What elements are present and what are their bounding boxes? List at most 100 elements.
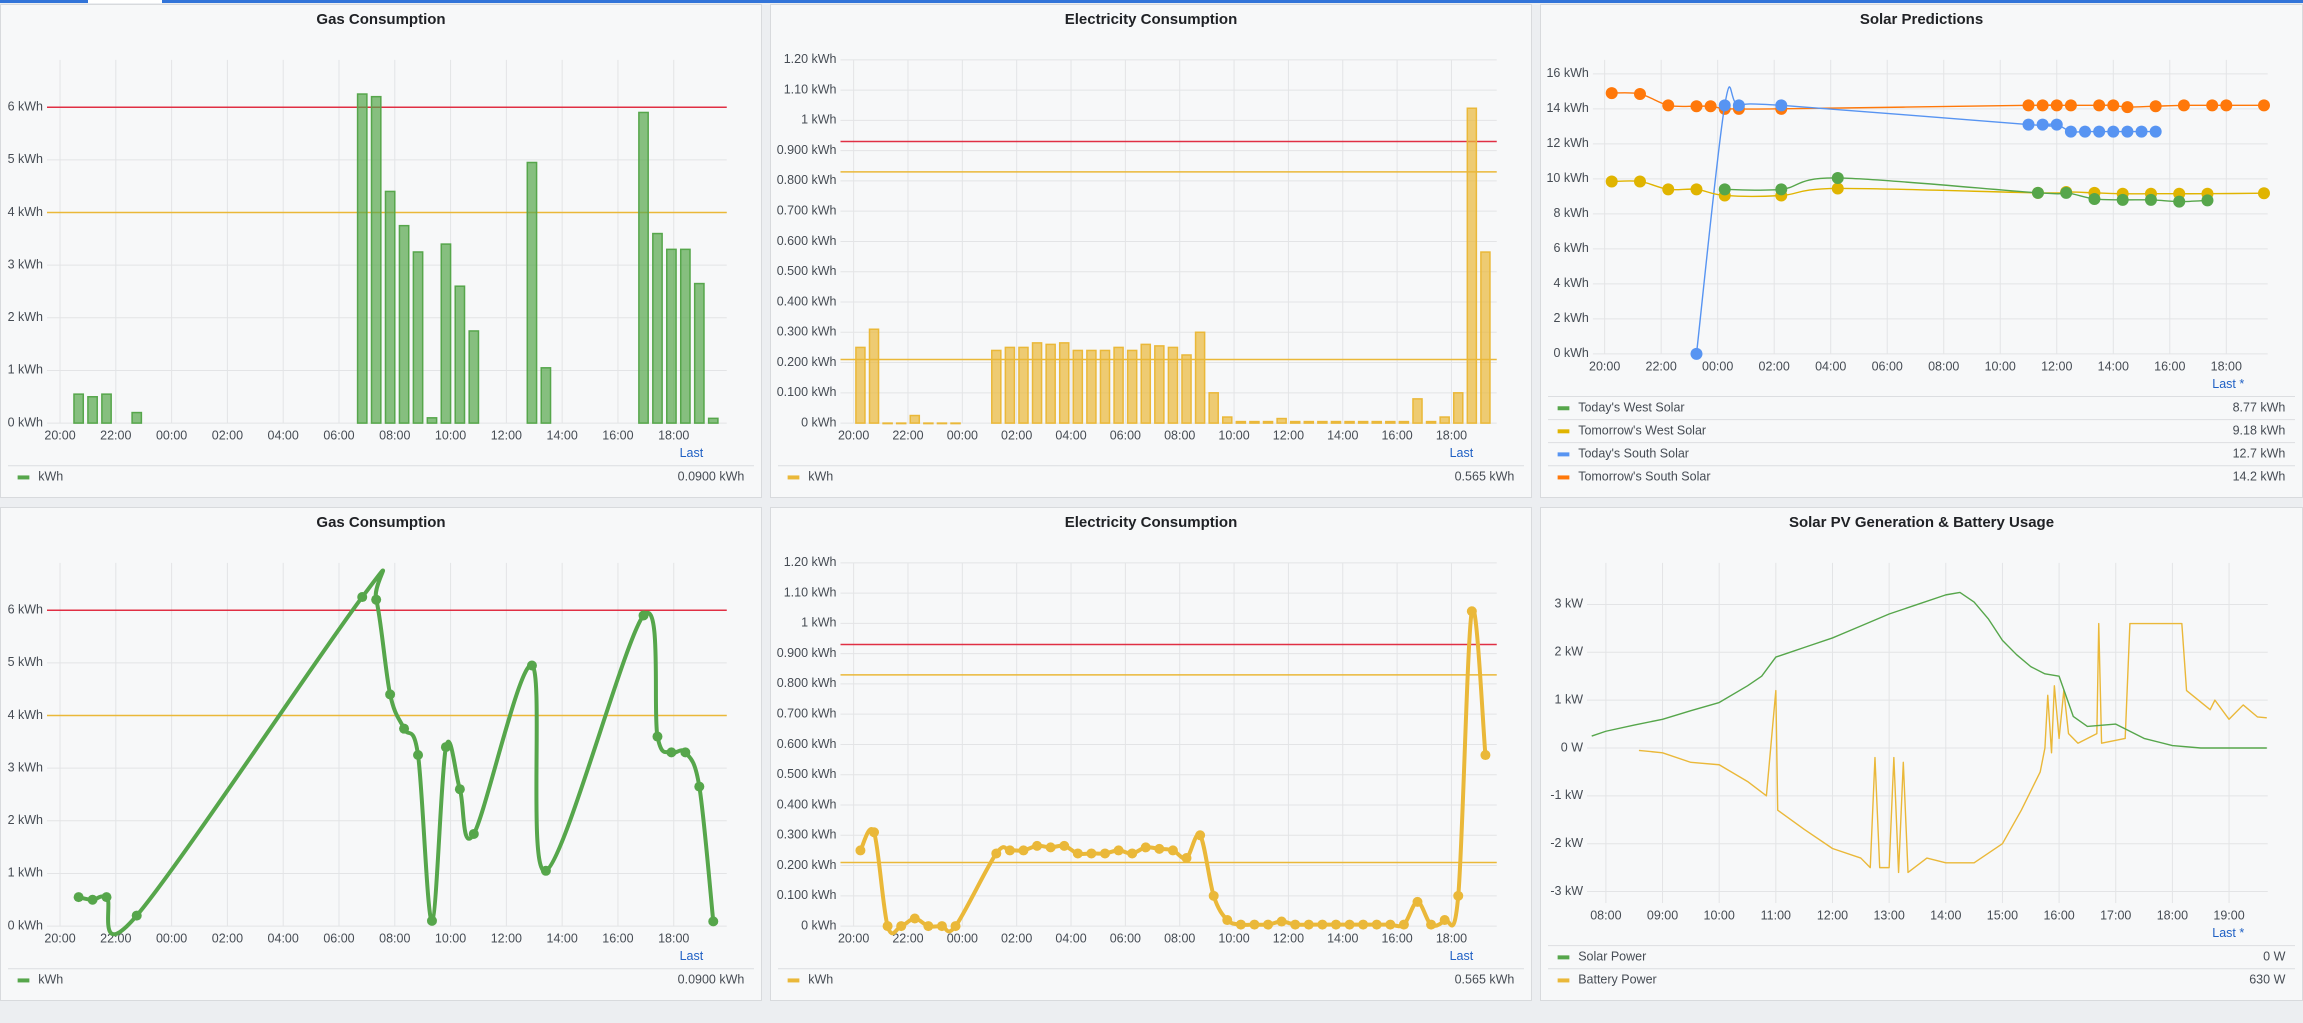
legend-header: Last * bbox=[2212, 377, 2244, 391]
x-tick-label: 06:00 bbox=[323, 932, 354, 946]
bar bbox=[693, 282, 705, 424]
y-tick-label: 0.500 kWh bbox=[777, 264, 837, 278]
x-tick-label: 12:00 bbox=[2041, 359, 2072, 373]
bar bbox=[855, 346, 866, 424]
data-point bbox=[2257, 99, 2270, 112]
bar bbox=[1221, 416, 1233, 424]
data-point bbox=[1303, 919, 1314, 930]
x-tick-label: 18:00 bbox=[1436, 429, 1467, 443]
y-tick-label: 0.100 kWh bbox=[777, 385, 837, 399]
data-point bbox=[1276, 916, 1287, 927]
x-tick-label: 18:00 bbox=[658, 932, 689, 946]
top-tab[interactable] bbox=[88, 0, 162, 3]
bar bbox=[1439, 416, 1450, 424]
x-tick-label: 10:00 bbox=[1218, 429, 1249, 443]
bar bbox=[1466, 107, 1478, 424]
data-point bbox=[1605, 87, 1618, 100]
data-point bbox=[385, 689, 396, 700]
data-point bbox=[680, 747, 691, 758]
bar bbox=[1452, 392, 1464, 424]
x-tick-label: 18:00 bbox=[1436, 932, 1467, 946]
data-point bbox=[882, 921, 893, 932]
bar bbox=[1045, 343, 1056, 424]
legend-value: 630 W bbox=[2249, 973, 2285, 987]
bar bbox=[991, 349, 1002, 424]
bar bbox=[356, 93, 368, 424]
bar bbox=[1425, 420, 1437, 424]
data-point bbox=[2050, 118, 2063, 131]
bar bbox=[1357, 420, 1369, 424]
y-tick-label: 0 kWh bbox=[1553, 346, 1588, 360]
y-tick-label: 4 kWh bbox=[1553, 276, 1588, 290]
bar bbox=[454, 285, 466, 424]
x-tick-label: 02:00 bbox=[212, 932, 243, 946]
data-point bbox=[426, 915, 437, 926]
y-tick-label: 2 kWh bbox=[1553, 311, 1588, 325]
data-point bbox=[1718, 183, 1731, 196]
bar bbox=[923, 422, 934, 425]
data-point bbox=[1195, 830, 1206, 841]
legend-value: 0.0900 kWh bbox=[678, 470, 745, 484]
x-tick-label: 04:00 bbox=[1055, 429, 1086, 443]
x-tick-label: 22:00 bbox=[1646, 359, 1677, 373]
data-point bbox=[2022, 118, 2035, 131]
x-tick-label: 00:00 bbox=[947, 932, 978, 946]
data-point bbox=[2220, 99, 2233, 112]
bar bbox=[1031, 342, 1043, 424]
data-point bbox=[1732, 99, 1745, 112]
data-point bbox=[1412, 896, 1423, 907]
legend-value: 0.0900 kWh bbox=[678, 973, 745, 987]
y-tick-label: 0 kWh bbox=[801, 918, 836, 932]
data-point bbox=[399, 723, 410, 734]
y-tick-label: 0.700 kWh bbox=[777, 706, 837, 720]
legend-value: 0.565 kWh bbox=[1455, 973, 1515, 987]
y-tick-label: 1 kWh bbox=[801, 113, 836, 127]
bar bbox=[895, 422, 907, 425]
bar bbox=[1317, 420, 1328, 424]
y-tick-label: 3 kWh bbox=[8, 257, 43, 271]
data-point bbox=[1831, 182, 1844, 195]
data-point bbox=[1775, 183, 1788, 196]
bar bbox=[398, 224, 410, 424]
y-tick-label: 0.900 kWh bbox=[777, 646, 837, 660]
y-tick-label: 2 kWh bbox=[8, 310, 43, 324]
data-point bbox=[2177, 99, 2190, 112]
data-point bbox=[2022, 99, 2035, 112]
x-tick-label: 22:00 bbox=[892, 932, 923, 946]
legend-value: 8.77 kWh bbox=[2233, 401, 2286, 415]
bar bbox=[679, 248, 691, 424]
bar bbox=[73, 393, 85, 424]
bar bbox=[909, 414, 921, 424]
bar bbox=[868, 328, 880, 424]
x-tick-label: 06:00 bbox=[1110, 429, 1141, 443]
y-tick-label: 0.200 kWh bbox=[777, 355, 837, 369]
data-point bbox=[371, 594, 382, 605]
y-tick-label: 0 kWh bbox=[8, 918, 43, 932]
data-point bbox=[855, 845, 866, 856]
y-tick-label: 1 kWh bbox=[8, 866, 43, 880]
data-point bbox=[2031, 186, 2044, 199]
y-tick-label: 0.600 kWh bbox=[777, 737, 837, 751]
data-point bbox=[1045, 842, 1056, 853]
series-line bbox=[1591, 591, 2267, 749]
series-line bbox=[1611, 180, 2264, 198]
data-point bbox=[896, 921, 907, 932]
data-point bbox=[2173, 195, 2186, 208]
bar bbox=[1181, 354, 1192, 424]
data-point bbox=[1249, 919, 1260, 930]
data-point bbox=[1831, 171, 1844, 184]
x-tick-label: 11:00 bbox=[1761, 909, 1791, 923]
data-point bbox=[2036, 99, 2049, 112]
y-tick-label: 1 kW bbox=[1555, 692, 1584, 706]
data-point bbox=[1358, 919, 1369, 930]
panel-title: Solar Predictions bbox=[1860, 11, 1983, 28]
legend-name: Today's South Solar bbox=[1578, 447, 1689, 461]
bar bbox=[526, 161, 538, 424]
data-point bbox=[1167, 845, 1178, 856]
bar bbox=[412, 251, 424, 424]
data-point bbox=[1330, 919, 1341, 930]
y-tick-label: 6 kWh bbox=[8, 99, 43, 113]
data-point bbox=[2107, 125, 2120, 138]
x-tick-label: 22:00 bbox=[100, 429, 131, 443]
x-tick-label: 06:00 bbox=[1872, 359, 1903, 373]
